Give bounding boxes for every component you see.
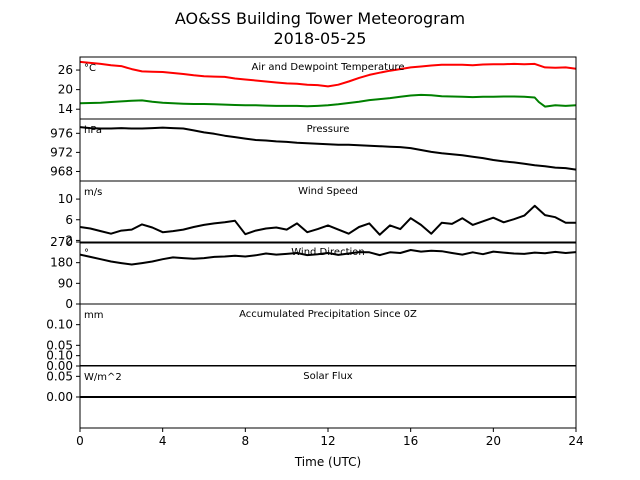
panel-5-ytick-label-2: 0.10 <box>46 349 73 363</box>
panel-3-ytick-label-2: 180 <box>50 256 73 270</box>
panel-5: 0.000.050.10W/m^2 Solar Flux <box>46 349 577 429</box>
x-axis: 0 4 8 12 16 20 24 <box>76 428 584 448</box>
panel-4-title: Accumulated Precipitation Since 0Z <box>239 309 417 320</box>
panel-2-unit: m/s <box>84 187 102 198</box>
panel-4-ytick-label-0: 0.00 <box>46 359 73 373</box>
panel-3-series-0-line <box>80 249 576 266</box>
panel-3-ytick-label-0: 0 <box>65 297 73 311</box>
panel-3-ytick-label-3: 270 <box>50 235 73 249</box>
panel-5-unit: W/m^2 <box>84 372 122 383</box>
panel-3-ytick-label-1: 90 <box>58 276 73 290</box>
panel-2-ytick-label-2: 10 <box>58 192 73 206</box>
panel-3-title: Wind Direction <box>291 247 365 258</box>
panel-0-title: Air and Dewpoint Temperature <box>252 62 405 73</box>
panel-0-unit: °C <box>84 63 96 74</box>
x-tick-label-5: 20 <box>486 434 501 448</box>
x-axis-label: Time (UTC) <box>294 455 361 469</box>
panel-0-ytick-label-1: 20 <box>58 83 73 97</box>
x-tick-label-0: 0 <box>76 434 84 448</box>
x-tick-label-3: 12 <box>320 434 335 448</box>
panel-0-series-0-line <box>80 60 576 88</box>
panel-0: 14 20 26 °C Air and Dewpoint Temperature <box>58 56 577 120</box>
x-tick-label-4: 16 <box>403 434 418 448</box>
panel-2-frame <box>79 180 577 244</box>
panel-2-title: Wind Speed <box>298 186 358 197</box>
panel-1-title: Pressure <box>307 124 350 135</box>
panel-4-ytick-label-2: 0.10 <box>46 318 73 332</box>
panel-1-ytick-label-2: 976 <box>50 126 73 140</box>
panel-0-ytick-label-2: 26 <box>58 63 73 77</box>
panel-3-unit: ° <box>84 248 89 259</box>
panel-5-ytick-label-0: 0.00 <box>46 390 73 404</box>
x-tick-label-6: 24 <box>568 434 583 448</box>
panel-4-ytick-label-1: 0.05 <box>46 338 73 352</box>
chart-subtitle: 2018-05-25 <box>274 29 367 48</box>
panel-1-unit: hPa <box>84 125 102 136</box>
panel-2: 2 6 10 m/s Wind Speed <box>58 180 577 247</box>
panel-5-title: Solar Flux <box>303 371 353 382</box>
panel-2-ytick-label-1: 6 <box>65 213 73 227</box>
x-tick-label-1: 4 <box>159 434 167 448</box>
panel-1-series-0-line <box>80 126 576 171</box>
panel-5-ytick-label-1: 0.05 <box>46 369 73 383</box>
panel-1-ytick-label-0: 968 <box>50 164 73 178</box>
panel-4-unit: mm <box>84 310 103 321</box>
x-tick-label-2: 8 <box>242 434 250 448</box>
panel-2-series-0-line <box>80 204 576 236</box>
panel-0-series-1-line <box>80 93 576 108</box>
chart-title: AO&SS Building Tower Meteorogram <box>175 9 465 28</box>
panel-2-ytick-label-0: 2 <box>65 233 73 247</box>
panel-3: 0 90 180 270 ° Wind Direction <box>50 235 577 311</box>
panel-1: 968 972 976 hPa Pressure <box>50 118 577 182</box>
panel-1-ytick-label-1: 972 <box>50 145 73 159</box>
panel-0-ytick-label-0: 14 <box>58 102 73 116</box>
